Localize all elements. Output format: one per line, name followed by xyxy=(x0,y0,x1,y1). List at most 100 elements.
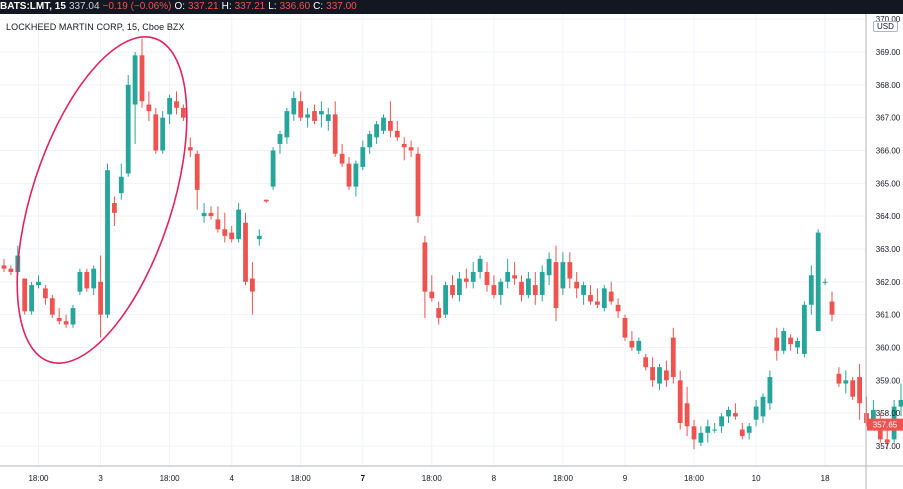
candle-body xyxy=(84,271,90,289)
candle xyxy=(270,147,276,190)
candle xyxy=(450,275,455,299)
candle xyxy=(608,281,614,305)
candle xyxy=(712,422,718,433)
candle xyxy=(132,52,138,144)
candle xyxy=(256,229,262,246)
candle-body xyxy=(560,262,566,289)
candle xyxy=(553,245,559,322)
candle-body xyxy=(181,107,186,118)
candle-body xyxy=(581,285,586,295)
y-tick-label: 364.00 xyxy=(876,212,901,221)
candle-body xyxy=(298,101,304,118)
candle xyxy=(353,160,359,197)
candle-body xyxy=(263,199,269,202)
candle-body xyxy=(194,153,200,190)
candle-body xyxy=(650,367,655,381)
candle xyxy=(194,150,200,210)
candle xyxy=(105,163,110,318)
candle xyxy=(526,271,531,299)
candle-body xyxy=(325,114,331,121)
candle-body xyxy=(519,281,524,295)
candle xyxy=(595,288,600,309)
x-tick-label: 3 xyxy=(98,474,103,483)
candle-body xyxy=(898,399,903,407)
candle xyxy=(29,281,34,315)
x-tick-label: 18:00 xyxy=(422,474,443,483)
y-tick-label: 358.00 xyxy=(876,409,901,418)
low-label: L: xyxy=(268,1,277,12)
candle xyxy=(360,140,366,171)
candle-body xyxy=(146,104,152,112)
candle xyxy=(43,285,48,305)
last-price: 337.04 xyxy=(68,1,100,12)
y-tick-label: 359.00 xyxy=(876,376,901,385)
low-value: 336.60 xyxy=(279,1,311,12)
open-value: 337.21 xyxy=(188,1,219,12)
candle xyxy=(746,422,752,440)
candle xyxy=(401,137,407,161)
candle-body xyxy=(567,262,573,279)
candle xyxy=(588,285,593,305)
candle xyxy=(91,265,97,295)
candle-body xyxy=(574,281,580,289)
candle-body xyxy=(332,114,338,154)
candle xyxy=(408,140,414,158)
candle-body xyxy=(374,124,379,138)
candle-body xyxy=(312,111,317,121)
x-tick-label: 7 xyxy=(361,474,366,483)
y-tick-label: 357.00 xyxy=(876,442,901,451)
candle-body xyxy=(477,258,483,272)
symbol-label[interactable]: BATS:LMT, 15 xyxy=(0,1,66,12)
candle xyxy=(857,363,862,420)
candle xyxy=(56,308,62,325)
candle-body xyxy=(236,209,241,240)
candle-body xyxy=(1,265,7,269)
candle-body xyxy=(539,271,545,295)
candle-body xyxy=(187,147,193,151)
current-price-tag xyxy=(867,418,903,431)
candle xyxy=(8,265,14,276)
candle-body xyxy=(836,373,842,384)
candle xyxy=(733,403,738,420)
candle-body xyxy=(277,134,283,144)
candle xyxy=(346,157,352,190)
candle-body xyxy=(546,258,552,276)
candle xyxy=(601,285,607,312)
x-tick-label: 18:00 xyxy=(684,474,705,483)
candle-body xyxy=(781,331,787,351)
candle xyxy=(291,91,297,121)
y-tick-label: 368.00 xyxy=(876,81,901,90)
currency-label[interactable]: USD xyxy=(873,21,898,32)
candle xyxy=(808,265,814,315)
candle xyxy=(388,101,393,138)
candle xyxy=(505,258,511,289)
candle xyxy=(374,120,379,144)
candle-body xyxy=(394,130,400,138)
candle xyxy=(788,334,793,351)
candle xyxy=(519,275,524,302)
candle xyxy=(657,363,662,391)
candle xyxy=(491,275,497,299)
candle-body xyxy=(36,281,41,286)
candle-body xyxy=(139,55,145,102)
candle-body xyxy=(698,432,704,443)
symbol-info-bar: BATS:LMT, 15 337.04 −0.19 (−0.06%) O: 337.21… xyxy=(0,0,903,14)
candle-body xyxy=(250,278,255,292)
candle-body xyxy=(884,439,890,443)
candle-body xyxy=(270,150,276,187)
candle-body xyxy=(174,101,179,108)
candle xyxy=(664,360,669,387)
candle-body xyxy=(753,406,759,420)
candle xyxy=(229,225,235,243)
candle xyxy=(546,252,552,286)
candle-body xyxy=(70,308,76,325)
candle xyxy=(319,101,324,128)
candle-body xyxy=(167,97,172,115)
highlight-ellipse[interactable] xyxy=(0,17,221,384)
candle xyxy=(677,370,683,430)
candle-body xyxy=(829,301,835,315)
close-label: C: xyxy=(313,1,324,12)
candle xyxy=(160,111,166,154)
candle-body xyxy=(153,114,159,151)
